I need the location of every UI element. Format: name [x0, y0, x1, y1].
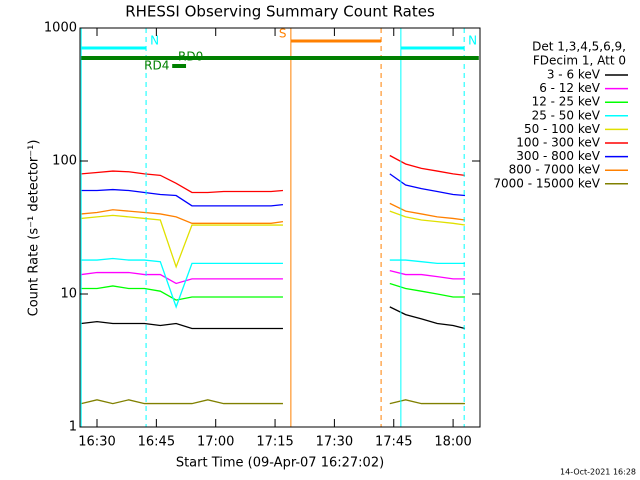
- x-tick-label: 16:30: [78, 435, 115, 450]
- x-tick-label: 18:00: [434, 435, 471, 450]
- series-line: [389, 173, 466, 197]
- legend-label: 3 - 6 keV: [547, 68, 601, 82]
- flag-label: N: [150, 34, 159, 48]
- legend-label: 800 - 7000 keV: [509, 163, 601, 177]
- y-tick-label: 10: [60, 287, 77, 302]
- footer: 14-Oct-2021 16:28: [560, 468, 636, 477]
- series-line: [81, 399, 283, 405]
- legend-label: 25 - 50 keV: [532, 108, 601, 122]
- x-tick-label: 17:00: [197, 435, 234, 450]
- legend-label: 7000 - 15000 keV: [493, 176, 600, 190]
- series-line: [389, 269, 465, 280]
- series-line: [81, 214, 283, 269]
- flag-label: RD0: [178, 50, 203, 64]
- y-tick-label: 100: [52, 154, 77, 169]
- y-axis-label: Count Rate (s⁻¹ detector⁻¹): [27, 140, 42, 317]
- series-line: [81, 188, 284, 207]
- series-line: [389, 210, 466, 226]
- legend-label: 50 - 100 keV: [524, 122, 601, 136]
- legend-label: 12 - 25 keV: [532, 95, 601, 109]
- flag-label: RD4: [144, 59, 169, 73]
- plot-frame: [79, 27, 481, 428]
- legend-header: FDecim 1, Att 0: [533, 54, 626, 68]
- legend-label: 300 - 800 keV: [516, 149, 600, 163]
- series-line: [389, 399, 465, 405]
- y-tick-label: 1: [69, 420, 77, 435]
- series-line: [389, 202, 466, 221]
- series-line: [81, 170, 284, 194]
- series-line: [81, 209, 284, 224]
- series-line: [389, 259, 465, 265]
- series-line: [389, 306, 466, 330]
- flag-label: S: [279, 27, 287, 41]
- legend-label: 6 - 12 keV: [539, 81, 601, 95]
- series-line: [389, 282, 465, 298]
- legend-header: Det 1,3,4,5,6,9,: [532, 40, 626, 54]
- x-tick-label: 16:45: [138, 435, 175, 450]
- x-tick-label: 17:15: [256, 435, 293, 450]
- y-tick-label: 1000: [44, 21, 77, 36]
- series-line: [81, 271, 283, 285]
- x-tick-label: 17:45: [375, 435, 412, 450]
- flag-label: N: [468, 34, 477, 48]
- x-tick-label: 17:30: [316, 435, 353, 450]
- legend-label: 100 - 300 keV: [516, 136, 600, 150]
- chart-title: RHESSI Observing Summary Count Rates: [125, 3, 435, 21]
- x-axis-label: Start Time (09-Apr-07 16:27:02): [176, 456, 384, 471]
- series-line: [389, 154, 466, 176]
- series-line: [81, 257, 283, 309]
- series-line: [81, 285, 283, 301]
- series-line: [81, 320, 283, 330]
